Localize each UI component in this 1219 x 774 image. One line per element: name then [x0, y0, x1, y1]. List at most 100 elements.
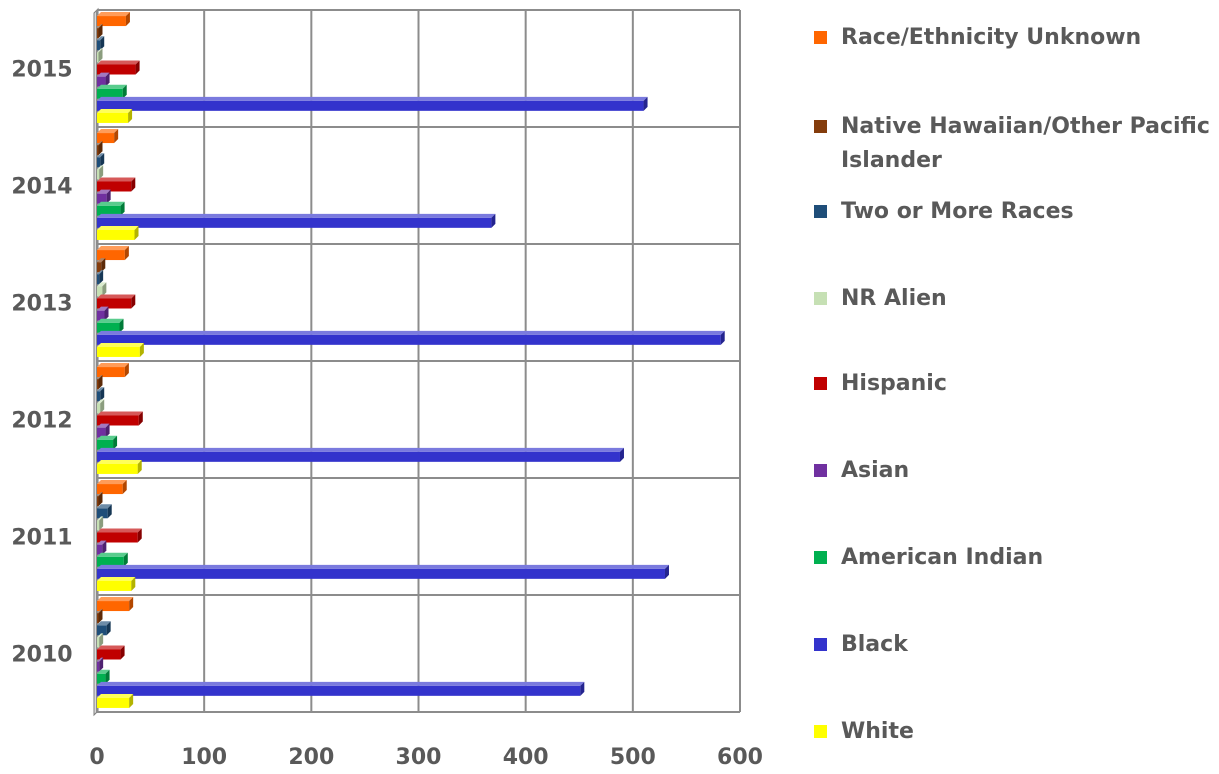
y-tick-label: 2012: [11, 409, 72, 434]
legend-swatch: [814, 120, 827, 133]
bar: [97, 492, 103, 507]
bar: [97, 246, 129, 261]
legend-label: Black: [841, 632, 908, 657]
legend-label: Race/Ethnicity Unknown: [841, 25, 1142, 50]
bar: [97, 657, 104, 672]
bar: [97, 597, 134, 612]
legend-swatch: [814, 725, 827, 738]
bar: [97, 480, 127, 495]
legend-label: Two or More Races: [841, 199, 1074, 224]
legend-item: Hispanic: [814, 367, 1213, 401]
bar: [97, 669, 110, 684]
bar: [97, 693, 134, 708]
legend-item: Native Hawaiian/Other Pacific Islander: [814, 110, 1213, 178]
bar: [97, 318, 124, 333]
bar: [97, 189, 111, 204]
x-tick-label: 0: [89, 745, 104, 770]
gridlines: [93, 7, 741, 717]
legend-item: NR Alien: [814, 282, 1213, 316]
bar: [97, 363, 129, 378]
bar: [97, 225, 139, 240]
legend-item: Race/Ethnicity Unknown: [814, 21, 1213, 55]
bar: [97, 459, 142, 474]
legend-label: NR Alien: [841, 286, 947, 311]
bar: [97, 633, 104, 648]
legend: Race/Ethnicity Unknown Native Hawaiian/Ot…: [814, 0, 1219, 774]
y-axis-ticks: 2010 2011 2012 2013 2014 2015: [11, 58, 72, 668]
legend-label: White: [841, 719, 914, 744]
bar: [97, 270, 104, 285]
bar: [97, 552, 128, 567]
x-tick-label: 100: [181, 745, 227, 770]
bar: [97, 435, 118, 450]
bar: [97, 165, 104, 180]
bar: [97, 36, 105, 51]
bar: [97, 375, 103, 390]
bar: [97, 141, 103, 156]
bar: [97, 72, 110, 87]
bar: [97, 516, 104, 531]
legend-swatch: [814, 638, 827, 651]
x-tick-label: 200: [288, 745, 334, 770]
bar: [97, 177, 136, 192]
bar: [97, 681, 585, 696]
y-tick-label: 2014: [11, 175, 72, 200]
bar: [97, 399, 105, 414]
bar: [97, 447, 624, 462]
legend-item: Two or More Races: [814, 195, 1213, 229]
legend-label: Native Hawaiian/Other Pacific Islander: [841, 114, 1210, 173]
bar: [97, 96, 648, 111]
bar: [97, 153, 105, 168]
bars: [97, 12, 725, 708]
bar: [97, 108, 133, 123]
y-tick-label: 2011: [11, 526, 72, 551]
legend-swatch: [814, 292, 827, 305]
legend-swatch: [814, 31, 827, 44]
bar: [97, 258, 106, 273]
legend-label: Hispanic: [841, 371, 947, 396]
legend-label: Asian: [841, 458, 910, 483]
bar: [97, 540, 107, 555]
bar: [97, 387, 105, 402]
bar: [97, 24, 103, 39]
bar: [97, 213, 496, 228]
bar: [97, 342, 144, 357]
y-tick-label: 2010: [11, 643, 72, 668]
legend-swatch: [814, 464, 827, 477]
legend-label: American Indian: [841, 545, 1044, 570]
bar: [97, 528, 142, 543]
x-tick-label: 500: [610, 745, 656, 770]
bar: [97, 282, 107, 297]
bar: [97, 564, 669, 579]
bar: [97, 306, 109, 321]
bar: [97, 645, 125, 660]
bar: [97, 330, 725, 345]
legend-swatch: [814, 551, 827, 564]
bar: [97, 201, 125, 216]
bar: [97, 504, 112, 519]
bar: [97, 294, 136, 309]
bar: [97, 84, 127, 99]
x-axis-ticks: 0 100 200 300 400 500 600: [89, 745, 763, 770]
x-tick-label: 300: [396, 745, 442, 770]
legend-swatch: [814, 377, 827, 390]
legend-item: American Indian: [814, 541, 1213, 575]
legend-item: Black: [814, 628, 1213, 662]
y-tick-label: 2013: [11, 292, 72, 317]
bar: [97, 48, 103, 63]
bar: [97, 621, 111, 636]
bar: [97, 411, 143, 426]
x-tick-label: 600: [717, 745, 763, 770]
legend-swatch: [814, 205, 827, 218]
bar: [97, 60, 140, 75]
bar: [97, 609, 103, 624]
bar: [97, 12, 130, 27]
x-tick-label: 400: [503, 745, 549, 770]
legend-item: Asian: [814, 454, 1213, 488]
bar: [97, 423, 110, 438]
bar: [97, 129, 119, 144]
legend-item: White: [814, 715, 1213, 749]
y-tick-label: 2015: [11, 58, 72, 83]
bar: [97, 576, 136, 591]
